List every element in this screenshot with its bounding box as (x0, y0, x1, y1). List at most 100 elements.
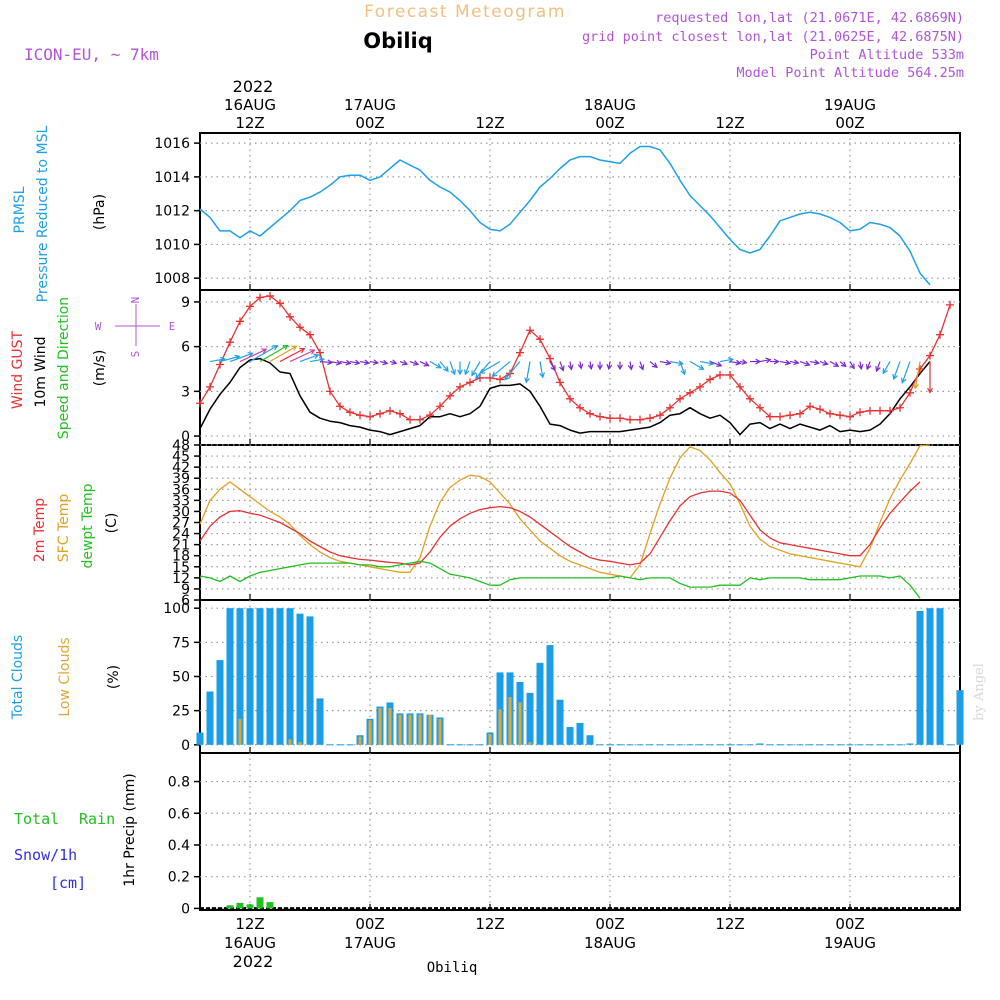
wind-arrow-head (524, 377, 530, 384)
clouds-unit: (%) (106, 665, 122, 689)
wind-legend: Wind GUST 10m Wind Speed and Direction (… (10, 297, 175, 440)
total-cloud-bar (556, 699, 564, 745)
wind-gust-line (199, 295, 951, 421)
model-point-altitude: Model Point Altitude 564.25m (736, 65, 964, 81)
wind-direction-arrow (876, 361, 881, 372)
wind-direction-arrow (359, 360, 369, 364)
pressure-legend-line1: PRMSL (12, 186, 28, 233)
wind-arrow-head (892, 373, 898, 381)
hour-label: 12Z (235, 114, 264, 132)
pressure-unit: (hPa) (92, 194, 108, 230)
wind-arrow-head (491, 371, 498, 378)
wind-direction-arrow (419, 360, 429, 367)
wind-direction-arrow (219, 355, 240, 363)
gust-marker (746, 394, 754, 403)
gust-marker (876, 406, 884, 415)
wind-direction-arrow (471, 361, 481, 376)
compass-north: N (129, 297, 142, 304)
gust-marker (246, 302, 254, 311)
gust-marker (686, 388, 694, 397)
wind-direction-arrow (409, 360, 419, 366)
y-tick-label: 50 (172, 670, 190, 686)
total-cloud-bar (206, 691, 214, 745)
location-title: Obiliq (363, 29, 433, 53)
date-label: 18AUG (584, 934, 636, 952)
gust-marker (226, 338, 234, 347)
temp-unit: (C) (104, 513, 120, 534)
wind-direction-arrow (779, 360, 790, 364)
wind-arrow-head (457, 369, 463, 376)
y-tick-label: 27 (172, 516, 190, 532)
wind-arrow-head (716, 361, 723, 367)
gust-marker (376, 409, 384, 418)
y-tick-label: 9 (181, 582, 190, 598)
wind-arrow-head (402, 359, 409, 366)
wind-arrow-head (665, 359, 672, 366)
y-tick-label: 0.6 (168, 806, 190, 822)
wind-arrow-head (363, 359, 371, 366)
total-cloud-bar (286, 608, 294, 745)
wind-arrow-head (784, 359, 792, 366)
date-label: 16AUG (224, 934, 276, 952)
wind-arrow-head (680, 369, 686, 376)
low-cloud-bar (238, 718, 242, 745)
wind-direction-arrow (504, 361, 521, 380)
y-tick-label: 1016 (154, 136, 190, 152)
hour-label: 00Z (355, 114, 384, 132)
wind-arrow-head (813, 359, 821, 366)
compass-south: S (129, 351, 142, 358)
total-cloud-bar (906, 743, 914, 745)
wind-direction-arrow (259, 345, 289, 363)
wind-direction-arrow (339, 360, 351, 364)
wind-arrow-head (857, 363, 864, 371)
y-tick-label: 1010 (154, 237, 190, 253)
rain-bar (226, 905, 234, 909)
gust-marker (666, 403, 674, 412)
low-cloud-bar (368, 720, 372, 745)
gust-marker (676, 394, 684, 403)
gust-marker (576, 403, 584, 412)
point-altitude: Point Altitude 533m (810, 47, 964, 63)
wind-arrow-head (464, 369, 470, 376)
wind-direction-arrow (914, 361, 921, 389)
gust-marker (826, 409, 834, 418)
y-tick-label: 100 (163, 601, 190, 617)
wind-unit: (m/s) (92, 350, 108, 387)
wind-arrow-head (291, 345, 298, 351)
pressure-legend-line2: Pressure Reduced to MSL (35, 125, 51, 302)
gust-marker (736, 382, 744, 391)
gust-marker (236, 317, 244, 326)
wind-direction-arrow (439, 361, 449, 372)
gust-marker (726, 370, 734, 379)
date-label: 19AUG (824, 934, 876, 952)
wind-arrow-head (833, 361, 840, 367)
wind-arrow-head (391, 359, 398, 365)
wind-direction-arrow (719, 358, 733, 363)
wind-arrow-head (875, 365, 881, 373)
wind-direction-arrow (679, 361, 686, 375)
wind-arrow-head (247, 351, 254, 358)
precip-unit: 1hr Precip (mm) (122, 773, 138, 886)
y-tick-label: 0.2 (168, 870, 190, 886)
low-cloud-bar (488, 733, 492, 745)
total-cloud-bar (316, 698, 324, 745)
gust-marker (816, 405, 824, 414)
gust-marker (716, 370, 724, 379)
gust-marker (546, 354, 554, 363)
total-cloud-bar (306, 616, 314, 745)
gust-marker (696, 382, 704, 391)
gust-marker (316, 348, 324, 357)
total-cloud-bar (926, 608, 934, 745)
wind-legend: 10m Wind (33, 336, 49, 407)
y-tick-label: 1012 (154, 204, 190, 220)
precip-legend: Total Rain Snow/1h [cm] 1hr Precip (mm) (14, 773, 138, 892)
pressure-line (199, 145, 931, 286)
rain-bar (236, 902, 244, 909)
gust-marker (926, 351, 934, 360)
y-tick-label: 1008 (154, 271, 190, 287)
total-cloud-bar (296, 613, 304, 745)
total-cloud-bar (756, 743, 764, 745)
y-tick-label: 15 (172, 560, 190, 576)
gust-marker (296, 323, 304, 332)
